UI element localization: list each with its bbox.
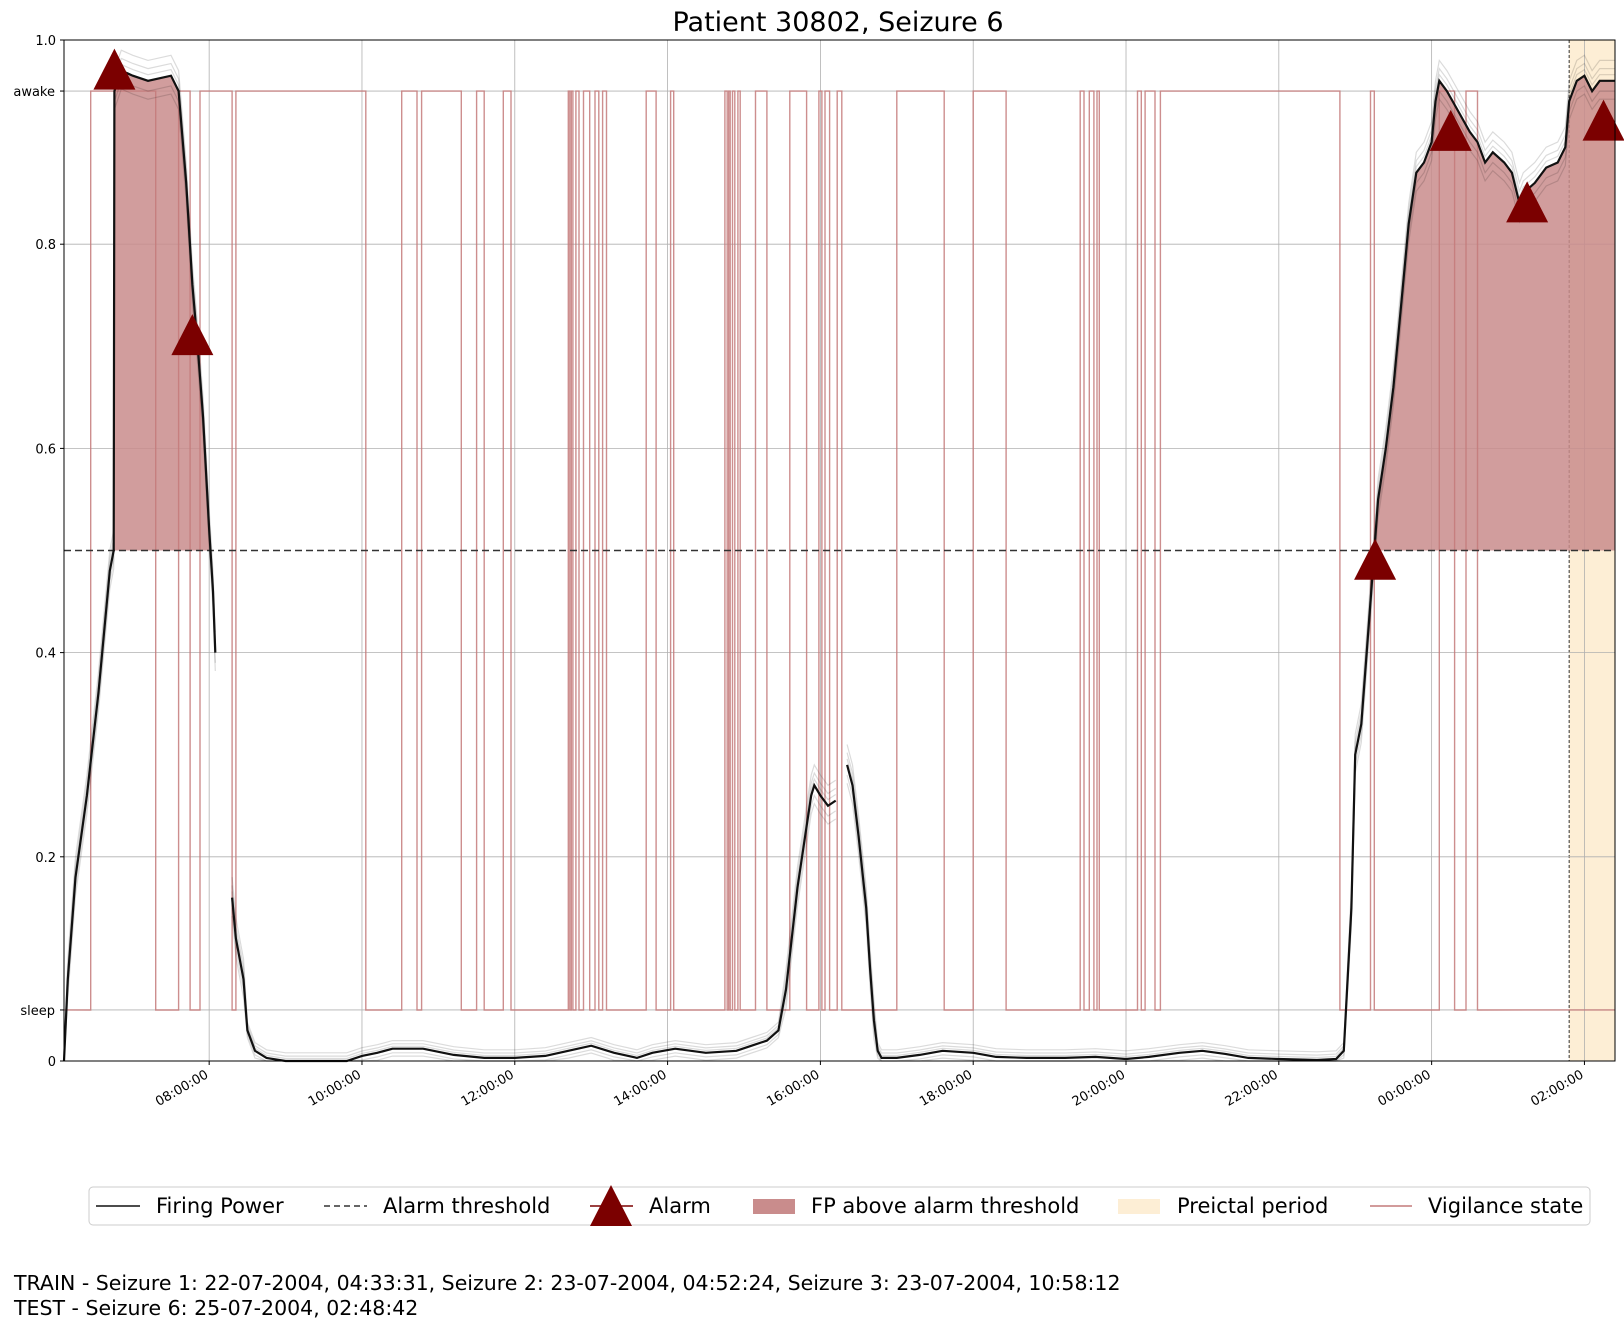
legend-fp-fill-label: FP above alarm threshold [811, 1194, 1079, 1218]
firing-power-run [231, 777, 837, 1060]
firing-power-run [846, 54, 1615, 1053]
x-axis-ticks: 08:00:00 10:00:00 12:00:00 14:00:00 16:00:00… [153, 1061, 1586, 1110]
vigilance-state-series [63, 90, 1616, 1011]
legend-threshold-label: Alarm threshold [383, 1194, 550, 1218]
legend-box [88, 1186, 1591, 1226]
x-tick-label: 18:00:00 [917, 1067, 975, 1109]
firing-power-run [231, 802, 837, 1062]
firing-power-line [846, 74, 1615, 1062]
alarm-marker [171, 314, 214, 356]
x-tick-label: 12:00:00 [459, 1067, 517, 1109]
x-tick-label: 08:00:00 [153, 1067, 211, 1109]
plot-frame [63, 39, 1616, 1062]
x-tick-label: 16:00:00 [764, 1067, 822, 1109]
legend-preictal-swatch [1118, 1199, 1160, 1214]
legend-firing-power-label: Firing Power [156, 1194, 284, 1218]
y-tick-label: 0.6 [35, 442, 56, 457]
legend-fp-fill-swatch [753, 1199, 795, 1214]
x-tick-label: 10:00:00 [306, 1067, 364, 1109]
chart: Patient 30802, Seizure 6 0 0.2 0.4 0.6 0.8 1.… [13, 7, 1624, 1226]
test-seizure-line: TEST - Seizure 6: 25-07-2004, 02:48:42 [14, 1296, 419, 1320]
fp-above-threshold-fill [114, 70, 1615, 551]
y-tick-label: 1.0 [35, 34, 56, 49]
fp-fill-area [114, 70, 210, 551]
vigilance-tick-label: sleep [20, 1004, 55, 1019]
y-tick-label: 0.4 [35, 647, 56, 662]
train-seizures-line: TRAIN - Seizure 1: 22-07-2004, 04:33:31,… [14, 1271, 1121, 1295]
x-tick-label: 00:00:00 [1376, 1067, 1434, 1109]
x-tick-label: 02:00:00 [1528, 1067, 1586, 1109]
vigilance-tick-label: awake [13, 85, 55, 100]
x-tick-label: 14:00:00 [612, 1067, 670, 1109]
y-tick-label: 0.8 [35, 238, 56, 253]
alarm-marker [1429, 109, 1472, 151]
x-tick-label: 22:00:00 [1223, 1067, 1281, 1109]
legend-alarm-swatch-marker [590, 1185, 632, 1226]
fp-fill-area [1375, 75, 1615, 551]
firing-power-run [231, 763, 837, 1054]
y-tick-label: 0 [48, 1055, 56, 1070]
alarm-marker [1582, 99, 1624, 141]
legend-preictal-label: Preictal period [1177, 1194, 1328, 1218]
firing-power-run [231, 771, 837, 1057]
firing-power-run [63, 49, 216, 1053]
legend-vigilance-label: Vigilance state [1428, 1194, 1583, 1218]
alarm-marker [1354, 538, 1397, 580]
legend-alarm-label: Alarm [649, 1194, 711, 1218]
alarm-marker [93, 48, 136, 90]
y-axis-ticks: 0 0.2 0.4 0.6 0.8 1.0 sleep awake [13, 34, 64, 1070]
seizure-info: TRAIN - Seizure 1: 22-07-2004, 04:33:31,… [14, 1271, 1121, 1321]
firing-power-run [231, 794, 837, 1062]
alarm-markers [93, 48, 1624, 580]
x-tick-label: 20:00:00 [1070, 1067, 1128, 1109]
firing-power-line [62, 69, 217, 1062]
firing-power-run [63, 88, 216, 1062]
firing-power-line [231, 782, 837, 1063]
alarm-marker [1506, 181, 1549, 223]
vigilance-line [63, 90, 1616, 1011]
chart-title: Patient 30802, Seizure 6 [672, 7, 1003, 38]
legend: Firing Power Alarm threshold Alarm FP ab… [88, 1185, 1591, 1226]
y-tick-label: 0.2 [35, 851, 56, 866]
